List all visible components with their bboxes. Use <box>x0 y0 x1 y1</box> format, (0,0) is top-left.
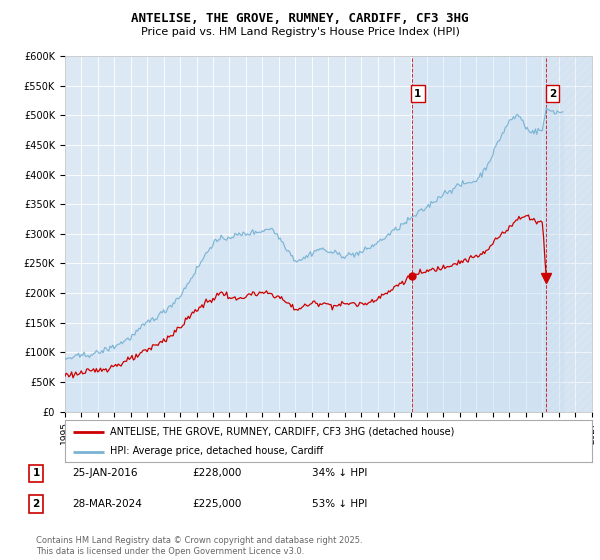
Text: 1: 1 <box>32 468 40 478</box>
Text: 2: 2 <box>32 499 40 509</box>
Bar <box>547 56 592 412</box>
Text: Contains HM Land Registry data © Crown copyright and database right 2025.
This d: Contains HM Land Registry data © Crown c… <box>36 536 362 556</box>
Text: 34% ↓ HPI: 34% ↓ HPI <box>312 468 367 478</box>
Text: 53% ↓ HPI: 53% ↓ HPI <box>312 499 367 509</box>
Text: ANTELISE, THE GROVE, RUMNEY, CARDIFF, CF3 3HG: ANTELISE, THE GROVE, RUMNEY, CARDIFF, CF… <box>131 12 469 25</box>
Text: Price paid vs. HM Land Registry's House Price Index (HPI): Price paid vs. HM Land Registry's House … <box>140 27 460 37</box>
Text: £225,000: £225,000 <box>192 499 241 509</box>
Text: HPI: Average price, detached house, Cardiff: HPI: Average price, detached house, Card… <box>110 446 323 456</box>
Text: 2: 2 <box>549 88 556 99</box>
Text: 1: 1 <box>414 88 421 99</box>
Text: 28-MAR-2024: 28-MAR-2024 <box>72 499 142 509</box>
Text: 25-JAN-2016: 25-JAN-2016 <box>72 468 137 478</box>
Bar <box>412 56 547 412</box>
Text: ANTELISE, THE GROVE, RUMNEY, CARDIFF, CF3 3HG (detached house): ANTELISE, THE GROVE, RUMNEY, CARDIFF, CF… <box>110 427 454 437</box>
Text: £228,000: £228,000 <box>192 468 241 478</box>
